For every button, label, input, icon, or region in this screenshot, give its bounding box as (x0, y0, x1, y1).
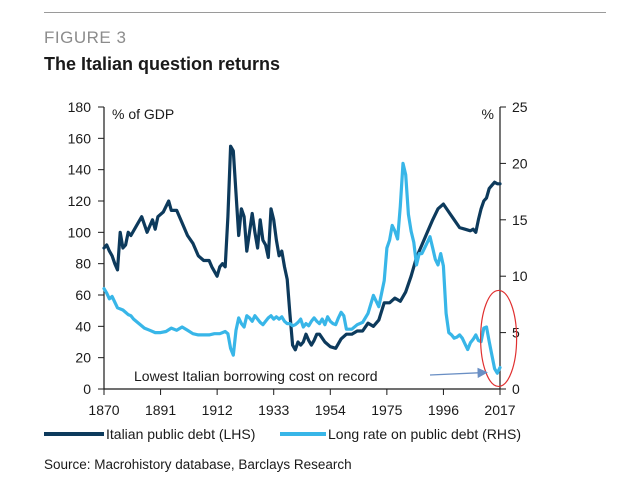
x-tick-label: 2017 (484, 402, 515, 418)
x-tick-label: 1933 (258, 402, 289, 418)
right-tick-label: 0 (512, 381, 520, 397)
x-tick-label: 1954 (315, 402, 346, 418)
x-tick-label: 1912 (202, 402, 233, 418)
legend-label-rate: Long rate on public debt (RHS) (328, 426, 521, 442)
chart-legend: Italian public debt (LHS) Long rate on pu… (44, 426, 521, 442)
x-tick-label: 1870 (88, 402, 119, 418)
figure-title: The Italian question returns (44, 54, 281, 74)
left-tick-label: 40 (75, 318, 91, 334)
right-tick-label: 20 (512, 155, 528, 171)
left-tick-label: 160 (68, 130, 92, 146)
x-tick-label: 1891 (145, 402, 176, 418)
annotation-arrow (429, 367, 488, 379)
top-rule (44, 12, 606, 13)
left-tick-label: 140 (68, 162, 92, 178)
left-axis-label: % of GDP (112, 106, 174, 122)
left-tick-label: 80 (75, 256, 91, 272)
x-tick-label: 1996 (428, 402, 459, 418)
left-tick-label: 20 (75, 350, 91, 366)
left-tick-label: 0 (83, 381, 91, 397)
figure-label: FIGURE 3 (44, 28, 127, 47)
series-line-italian-public-debt (102, 144, 502, 352)
left-tick-label: 100 (68, 224, 92, 240)
chart-plot-area: Lowest Italian borrowing cost on record (102, 144, 518, 388)
legend-label-debt: Italian public debt (LHS) (106, 426, 255, 442)
left-tick-label: 120 (68, 193, 92, 209)
right-tick-label: 25 (512, 99, 528, 115)
x-tick-label: 1975 (371, 402, 402, 418)
source-note: Source: Macrohistory database, Barclays … (44, 457, 352, 472)
highlight-ellipse (480, 289, 518, 388)
right-tick-label: 15 (512, 212, 528, 228)
left-tick-label: 180 (68, 99, 92, 115)
right-tick-label: 10 (512, 268, 528, 284)
right-axis-label: % (482, 106, 494, 122)
annotation-text: Lowest Italian borrowing cost on record (134, 368, 378, 384)
series-line-long-rate (102, 161, 502, 375)
left-tick-label: 60 (75, 287, 91, 303)
